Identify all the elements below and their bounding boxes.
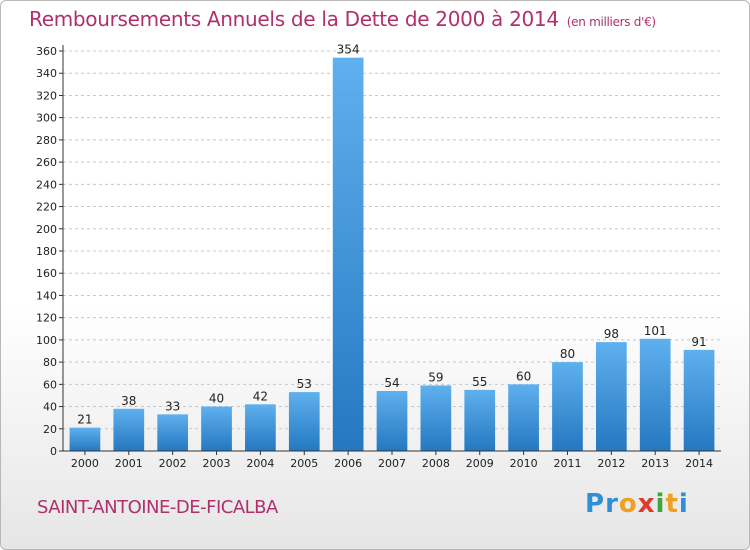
y-tick-label: 160 <box>36 267 57 280</box>
bar-2011 <box>552 362 583 451</box>
title-unit: (en milliers d'€) <box>566 15 656 29</box>
x-tick-label: 2006 <box>334 457 362 470</box>
data-label: 80 <box>560 347 575 361</box>
axes: 0 20 40 60 80 100 120 140 160 180 200 220 240 260 280 3… <box>36 45 721 470</box>
y-tick-label: 220 <box>36 201 57 214</box>
data-label: 53 <box>297 377 312 391</box>
data-label: 354 <box>337 43 360 57</box>
y-tick-label: 140 <box>36 289 57 302</box>
y-tick-label: 60 <box>43 378 57 391</box>
x-tick-label: 2014 <box>685 457 713 470</box>
bar-2006 <box>332 57 364 452</box>
x-tick-label: 2009 <box>466 457 494 470</box>
bar-2012 <box>595 342 627 451</box>
y-tick-label: 0 <box>50 445 57 458</box>
y-tick-label: 180 <box>36 245 57 258</box>
x-tick-label: 2007 <box>378 457 406 470</box>
x-tick-label: 2012 <box>597 457 625 470</box>
logo-letter: P <box>585 489 606 519</box>
y-tick-label: 360 <box>36 45 57 58</box>
proxiti-logo: Proxiti <box>585 489 689 519</box>
bar-2013 <box>639 338 671 451</box>
bar-2008 <box>420 385 452 451</box>
bar-2001 <box>113 408 145 451</box>
data-label: 38 <box>121 394 136 408</box>
x-tick-label: 2001 <box>115 457 143 470</box>
y-tick-label: 200 <box>36 223 57 236</box>
data-label: 21 <box>77 413 92 427</box>
x-tick-label: 2004 <box>246 457 274 470</box>
data-label: 55 <box>472 375 487 389</box>
data-label: 54 <box>384 376 399 390</box>
data-label: 60 <box>516 369 531 383</box>
title-text: Remboursements Annuels de la Dette de 20… <box>29 7 559 31</box>
logo-letter: i <box>678 489 689 519</box>
commune-name: SAINT-ANTOINE-DE-FICALBA <box>37 497 278 518</box>
logo-letter: i <box>655 489 666 519</box>
y-tick-label: 40 <box>43 401 57 414</box>
bars: 21 38 33 40 42 53 354 54 59 55 60 80 98 101 91 <box>69 43 715 452</box>
bar-2010 <box>508 384 539 451</box>
x-tick-label: 2011 <box>553 457 581 470</box>
data-label: 33 <box>165 399 180 413</box>
y-tick-label: 260 <box>36 156 57 169</box>
data-label: 59 <box>428 370 443 384</box>
x-tick-label: 2005 <box>290 457 318 470</box>
chart-title: Remboursements Annuels de la Dette de 20… <box>29 7 656 31</box>
logo-letter: o <box>618 489 638 519</box>
x-tick-label: 2003 <box>203 457 231 470</box>
y-tick-label: 300 <box>36 112 57 125</box>
bar-2009 <box>464 389 496 451</box>
data-label: 40 <box>209 392 224 406</box>
bar-2004 <box>245 404 276 451</box>
y-tick-label: 340 <box>36 67 57 80</box>
x-tick-label: 2013 <box>641 457 669 470</box>
logo-letter: t <box>665 489 679 519</box>
x-tick-label: 2000 <box>71 457 99 470</box>
data-label: 101 <box>644 324 667 338</box>
data-label: 91 <box>691 335 706 349</box>
bar-2003 <box>201 406 232 451</box>
data-label: 42 <box>253 389 268 403</box>
bar-2014 <box>683 349 715 451</box>
bar-2002 <box>157 414 189 451</box>
data-label: 98 <box>604 327 619 341</box>
y-tick-label: 100 <box>36 334 57 347</box>
bar-2000 <box>69 427 101 451</box>
y-tick-label: 80 <box>43 356 57 369</box>
y-tick-label: 20 <box>43 423 57 436</box>
y-tick-label: 120 <box>36 312 57 325</box>
bar-2007 <box>376 391 408 451</box>
x-tick-label: 2008 <box>422 457 450 470</box>
x-tick-label: 2002 <box>159 457 187 470</box>
y-tick-label: 280 <box>36 134 57 147</box>
logo-letter: x <box>637 489 656 519</box>
y-tick-label: 240 <box>36 178 57 191</box>
y-tick-label: 320 <box>36 89 57 102</box>
bar-2005 <box>288 392 320 451</box>
x-tick-label: 2010 <box>510 457 538 470</box>
logo-letter: r <box>605 489 619 519</box>
